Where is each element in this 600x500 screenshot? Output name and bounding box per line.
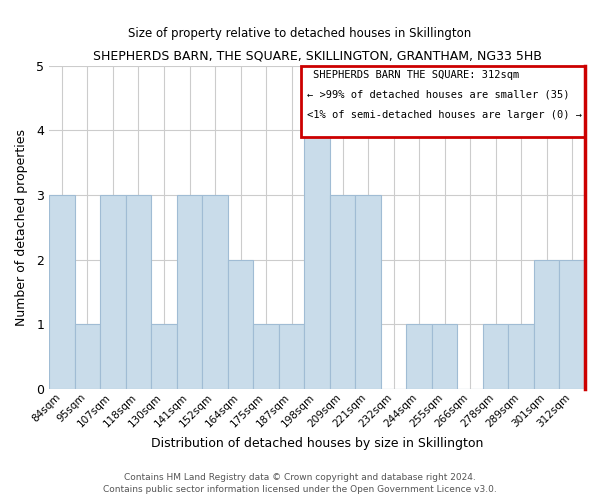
Bar [100,195,126,389]
Bar [483,324,508,389]
Title: SHEPHERDS BARN, THE SQUARE, SKILLINGTON, GRANTHAM, NG33 5HB: SHEPHERDS BARN, THE SQUARE, SKILLINGTON,… [92,50,542,63]
Bar [279,324,304,389]
Bar [49,195,75,389]
Bar [126,195,151,389]
Text: <1% of semi-detached houses are larger (0) →: <1% of semi-detached houses are larger (… [307,110,582,120]
Bar [330,195,355,389]
Text: ← >99% of detached houses are smaller (35): ← >99% of detached houses are smaller (3… [307,90,569,100]
Text: Contains public sector information licensed under the Open Government Licence v3: Contains public sector information licen… [103,485,497,494]
Bar [177,195,202,389]
Bar [355,195,381,389]
Bar [202,195,228,389]
Bar [151,324,177,389]
Text: SHEPHERDS BARN THE SQUARE: 312sqm: SHEPHERDS BARN THE SQUARE: 312sqm [313,70,519,80]
Text: Contains HM Land Registry data © Crown copyright and database right 2024.: Contains HM Land Registry data © Crown c… [124,474,476,482]
Bar [534,260,559,389]
Bar [253,324,279,389]
X-axis label: Distribution of detached houses by size in Skillington: Distribution of detached houses by size … [151,437,483,450]
Y-axis label: Number of detached properties: Number of detached properties [15,129,28,326]
Bar [228,260,253,389]
Bar [75,324,100,389]
Text: Size of property relative to detached houses in Skillington: Size of property relative to detached ho… [128,28,472,40]
Bar [559,260,585,389]
Bar [406,324,432,389]
Bar [304,130,330,389]
Bar [432,324,457,389]
Bar [508,324,534,389]
